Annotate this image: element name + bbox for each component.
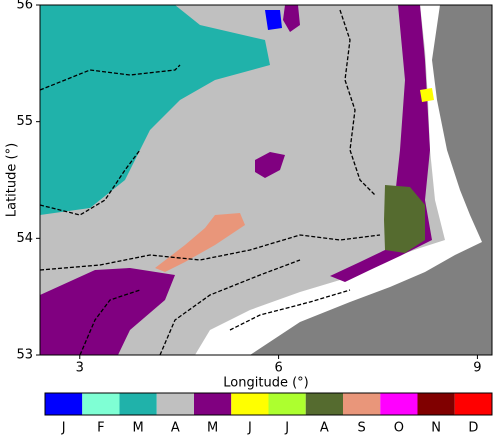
x-tick-label: 3 xyxy=(76,361,84,376)
colorbar-swatch xyxy=(119,393,157,415)
colorbar-label: M xyxy=(133,421,144,435)
y-tick-label: 54 xyxy=(16,231,33,246)
colorbar-label: A xyxy=(320,421,329,435)
colorbar-swatch xyxy=(343,393,381,415)
colorbar-label: F xyxy=(97,421,104,435)
colorbar-swatch xyxy=(194,393,232,415)
region-blue xyxy=(265,10,282,30)
land xyxy=(250,5,492,355)
map-area xyxy=(40,5,492,355)
depth-contours xyxy=(40,9,381,355)
colorbar-label: O xyxy=(394,421,404,435)
colorbar-label: M xyxy=(207,421,218,435)
colorbar-label: J xyxy=(284,421,289,435)
colorbar-swatch xyxy=(380,393,418,415)
colorbar-label: A xyxy=(171,421,180,435)
colorbar-swatch xyxy=(82,393,120,415)
x-tick-label: 6 xyxy=(274,361,282,376)
x-tick-label: 9 xyxy=(473,361,481,376)
region-yellow xyxy=(420,88,434,102)
plot-frame xyxy=(39,4,493,356)
y-tick-label: 55 xyxy=(16,114,33,129)
region-teal xyxy=(40,5,270,215)
colorbar-swatch xyxy=(156,393,194,415)
colorbar-label: D xyxy=(468,421,478,435)
y-axis-label: Latitude (°) xyxy=(5,143,20,217)
colorbar-label: J xyxy=(247,421,252,435)
region-purple-blob xyxy=(255,152,285,178)
region-purple-top xyxy=(283,5,300,32)
colorbar-swatch xyxy=(231,393,269,415)
x-axis-label: Longitude (°) xyxy=(223,376,308,391)
colorbar-swatch xyxy=(305,393,343,415)
colorbar-swatch xyxy=(454,393,492,415)
region-purple-sw xyxy=(40,268,175,355)
colorbar-label: S xyxy=(357,421,365,435)
colorbar-swatch xyxy=(417,393,455,415)
colorbar-swatch xyxy=(268,393,306,415)
y-tick-label: 53 xyxy=(16,348,33,363)
coast-white xyxy=(195,5,492,355)
y-tick-label: 56 xyxy=(16,0,33,13)
colorbar-frame xyxy=(44,392,493,416)
colorbar-label: N xyxy=(431,421,441,435)
colorbar-swatch xyxy=(45,393,83,415)
region-olive xyxy=(384,185,425,253)
island xyxy=(440,5,455,40)
colorbar-label: J xyxy=(61,421,66,435)
